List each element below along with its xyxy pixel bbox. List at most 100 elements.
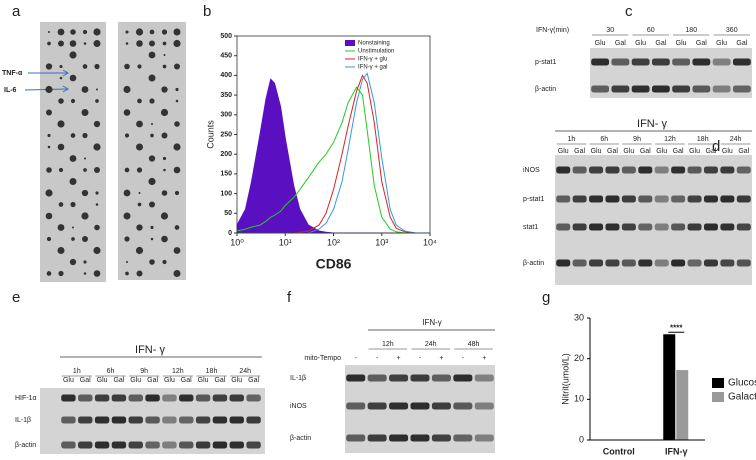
- sign-label: +: [397, 355, 401, 362]
- x-tick-label: 10³: [375, 237, 388, 247]
- spot: [137, 98, 142, 104]
- spot: [174, 63, 180, 70]
- lane-label: Glu: [623, 148, 634, 155]
- band: [712, 58, 731, 66]
- lane-label: Gal: [80, 377, 91, 384]
- band: [720, 223, 735, 231]
- band: [389, 374, 409, 382]
- spot: [81, 108, 89, 117]
- band: [638, 166, 653, 174]
- row-label: β-actin: [523, 260, 544, 267]
- lane-label: Glu: [722, 148, 733, 155]
- band: [145, 416, 160, 424]
- legend-label: IFN-γ + gal: [358, 65, 388, 71]
- band: [589, 259, 604, 267]
- band: [654, 195, 669, 203]
- spot: [138, 191, 141, 195]
- band: [671, 259, 686, 267]
- time-label: 24h: [239, 368, 251, 375]
- spot: [124, 167, 130, 173]
- spot: [136, 120, 143, 128]
- lane-label: Gal: [706, 148, 717, 155]
- band: [631, 85, 650, 93]
- spot: [174, 190, 180, 196]
- spot: [125, 42, 129, 45]
- band: [195, 416, 211, 424]
- band: [431, 374, 451, 382]
- spot: [148, 51, 156, 59]
- spot: [175, 87, 179, 92]
- array-label: TNF-α: [2, 70, 23, 77]
- y-tick-label: 150: [220, 171, 232, 178]
- spot: [124, 133, 130, 138]
- y-tick-label: 0: [228, 230, 232, 237]
- blot-header: IFN-γ: [422, 318, 442, 327]
- lane-label: Gal: [214, 377, 225, 384]
- row-label: iNOS: [523, 167, 540, 174]
- spot: [59, 64, 63, 69]
- band: [212, 394, 228, 402]
- band: [94, 441, 110, 449]
- band: [736, 259, 751, 267]
- y-tick-label: 350: [220, 92, 232, 99]
- band: [410, 374, 430, 382]
- band: [687, 223, 702, 231]
- spot: [45, 212, 53, 220]
- time-label: 60: [647, 27, 655, 34]
- band: [687, 195, 702, 203]
- band: [572, 195, 587, 203]
- band: [638, 223, 653, 231]
- spot: [173, 143, 181, 151]
- lane-label: Gal: [673, 148, 684, 155]
- spot: [161, 86, 168, 93]
- band: [78, 416, 93, 424]
- band: [651, 85, 670, 93]
- band: [453, 434, 473, 442]
- lane-label: Gal: [181, 377, 192, 384]
- band: [605, 166, 620, 174]
- legend-swatch: [712, 378, 724, 388]
- lane-label: Gal: [574, 148, 585, 155]
- band: [128, 441, 143, 449]
- band: [367, 374, 387, 382]
- band: [128, 416, 143, 424]
- row-label: β-actin: [535, 86, 556, 93]
- y-tick-label: 200: [220, 151, 232, 158]
- lane-label: Glu: [716, 40, 727, 47]
- band: [61, 394, 76, 402]
- band: [591, 85, 610, 93]
- spot: [46, 167, 52, 173]
- legend-swatch: [712, 392, 724, 402]
- band: [246, 416, 261, 424]
- band: [453, 374, 473, 382]
- spot: [136, 224, 143, 231]
- sign-label: -: [462, 355, 465, 362]
- spot: [175, 99, 179, 103]
- spot: [82, 236, 88, 242]
- band: [179, 394, 194, 402]
- y-axis-label: Counts: [205, 120, 215, 149]
- spot: [94, 224, 100, 231]
- band: [720, 166, 735, 174]
- spot: [173, 269, 181, 278]
- band: [712, 85, 731, 93]
- y-tick-label: 250: [220, 131, 232, 138]
- y-tick-label: 50: [224, 210, 232, 217]
- spot: [123, 212, 131, 220]
- spot: [57, 120, 65, 128]
- x-tick-label: 10²: [327, 237, 340, 247]
- spot: [57, 246, 65, 255]
- spot: [136, 167, 143, 173]
- lane-label: Glu: [656, 148, 667, 155]
- band: [732, 85, 751, 93]
- x-axis-label: CD86: [316, 256, 352, 272]
- spot: [82, 64, 88, 69]
- row-label: stat1: [523, 224, 538, 231]
- spot: [46, 109, 52, 116]
- line: [236, 86, 430, 234]
- spot: [71, 226, 75, 229]
- spot: [70, 133, 76, 138]
- lane-label: Gal: [248, 377, 259, 384]
- spot: [162, 64, 167, 69]
- band: [672, 85, 691, 93]
